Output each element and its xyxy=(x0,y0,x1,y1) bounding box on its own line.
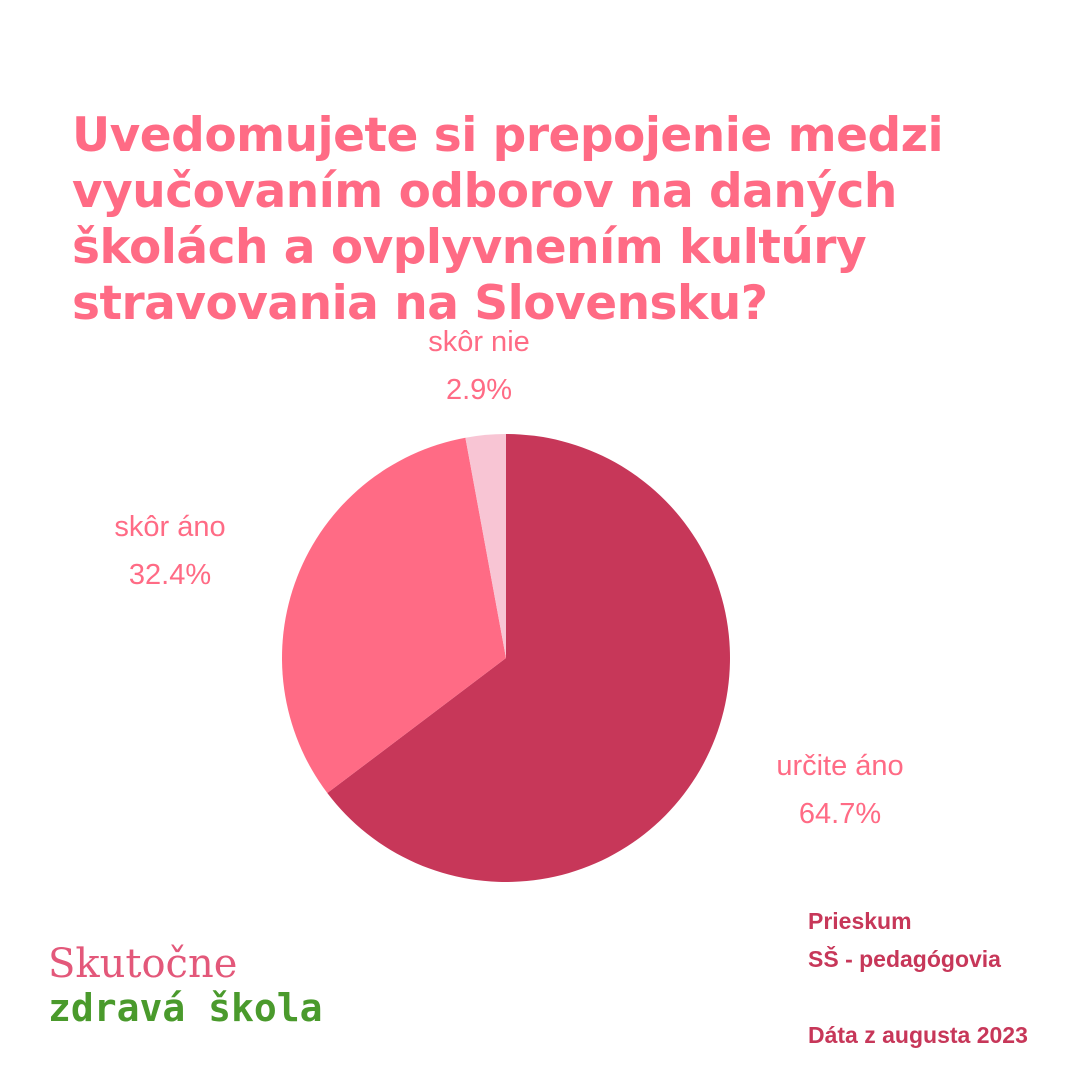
survey-type: Prieskum xyxy=(808,908,912,934)
pie-slice-určite-áno xyxy=(327,434,730,883)
survey-date: Dáta z augusta 2023 xyxy=(808,1022,1028,1048)
slice-label-value: 64.7% xyxy=(798,798,882,830)
slice-label-name: určite áno xyxy=(776,750,904,782)
slice-label-urcite-ano: určite áno 64.7% xyxy=(730,742,950,838)
survey-audience: SŠ - pedagógovia xyxy=(808,946,1001,972)
slice-label-name: skôr áno xyxy=(114,511,226,543)
logo-line-2: zdravá škola xyxy=(48,986,323,1030)
slice-label-skor-ano: skôr áno 32.4% xyxy=(60,503,280,599)
slice-label-name: skôr nie xyxy=(428,326,530,358)
logo: Skutočne zdravá škola xyxy=(48,942,323,1030)
survey-info: Prieskum SŠ - pedagógovia Dáta z augusta… xyxy=(808,902,1068,1054)
slice-label-value: 32.4% xyxy=(128,559,212,591)
logo-line-1: Skutočne xyxy=(48,941,238,987)
slice-label-skor-nie: skôr nie 2.9% xyxy=(369,318,589,414)
slice-label-value: 2.9% xyxy=(445,374,513,406)
pie-slice-skôr-áno xyxy=(282,437,506,794)
chart-title: Uvedomujete si prepojenie medzi vyučovan… xyxy=(72,108,944,331)
pie-slice-skôr-nie xyxy=(465,434,506,658)
